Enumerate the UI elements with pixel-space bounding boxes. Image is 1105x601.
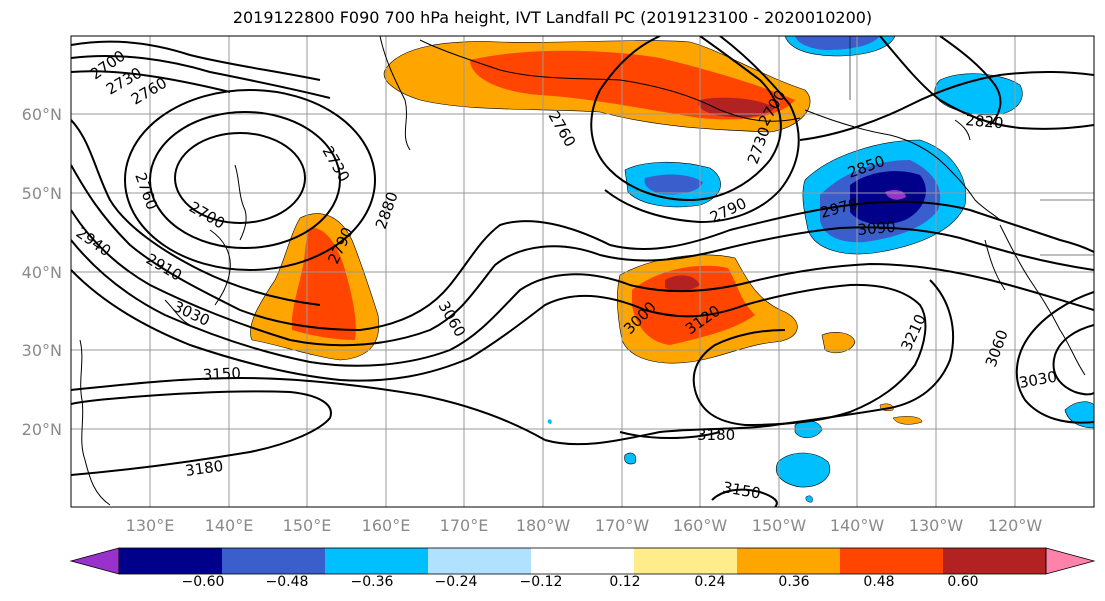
contour-label: 3180 xyxy=(697,426,735,444)
lon-label: 140°E xyxy=(205,516,254,535)
colorbar-tick-label: −0.48 xyxy=(266,574,309,590)
lat-label: 50°N xyxy=(22,184,62,203)
latitude-labels: 60°N 50°N 40°N 30°N 20°N xyxy=(22,105,62,439)
colorbar-cell xyxy=(634,548,738,574)
lat-label: 20°N xyxy=(22,420,62,439)
lat-label: 60°N xyxy=(22,105,62,124)
longitude-labels: 130°E 140°E 150°E 160°E 170°E 180°W 170°… xyxy=(126,516,1043,535)
colorbar-tick-labels: −0.60 −0.48 −0.36 −0.24 −0.12 0.12 0.24 … xyxy=(182,574,979,590)
lon-label: 170°E xyxy=(440,516,489,535)
colorbar-frame xyxy=(118,547,1047,575)
land-borders xyxy=(849,36,1094,256)
colorbar-cell xyxy=(531,548,635,574)
colorbar-extend-low xyxy=(69,547,120,575)
colorbar-cells xyxy=(69,547,1096,575)
colorbar-tick-label: 0.48 xyxy=(863,574,894,590)
contour-label: 3090 xyxy=(857,218,897,239)
lon-label: 130°E xyxy=(126,516,175,535)
map-area: 2700 2730 2760 2730 2760 2700 2940 2910 … xyxy=(71,36,1094,507)
colorbar-cell xyxy=(737,548,841,574)
colorbar-cell xyxy=(325,548,429,574)
colorbar-tick-label: 0.36 xyxy=(778,574,809,590)
lat-label: 40°N xyxy=(22,263,62,282)
colorbar-tick-label: 0.60 xyxy=(947,574,978,590)
lon-label: 150°W xyxy=(752,516,807,535)
lon-label: 130°W xyxy=(909,516,964,535)
colorbar-cell xyxy=(840,548,944,574)
lat-label: 30°N xyxy=(22,341,62,360)
colorbar: −0.60 −0.48 −0.36 −0.24 −0.12 0.12 0.24 … xyxy=(69,547,1096,590)
map-title: 2019122800 F090 700 hPa height, IVT Land… xyxy=(232,8,873,27)
lon-label: 140°W xyxy=(830,516,885,535)
lon-label: 150°E xyxy=(283,516,332,535)
colorbar-cell xyxy=(428,548,532,574)
colorbar-tick-label: −0.60 xyxy=(182,574,225,590)
contour-label: 2820 xyxy=(965,111,1005,132)
negative-ivt-shading xyxy=(547,36,1094,503)
contour-labels: 2700 2730 2760 2730 2760 2700 2940 2910 … xyxy=(73,47,1059,503)
height-contours xyxy=(71,36,1094,507)
colorbar-tick-label: 0.24 xyxy=(694,574,725,590)
colorbar-tick-label: −0.24 xyxy=(435,574,478,590)
contour-label: 3180 xyxy=(184,457,224,480)
map-frame xyxy=(70,35,1095,508)
colorbar-tick-label: 0.12 xyxy=(609,574,640,590)
colorbar-cell xyxy=(119,548,223,574)
lon-label: 170°W xyxy=(595,516,650,535)
colorbar-tick-label: −0.36 xyxy=(351,574,394,590)
graticule xyxy=(71,36,1094,507)
colorbar-tick-label: −0.12 xyxy=(520,574,563,590)
colorbar-cell xyxy=(943,548,1047,574)
colorbar-extend-high xyxy=(1045,547,1096,575)
contour-label: 3150 xyxy=(202,364,241,384)
colorbar-cell xyxy=(222,548,326,574)
lon-label: 160°E xyxy=(362,516,411,535)
positive-ivt-shading xyxy=(250,40,923,425)
lon-label: 120°W xyxy=(988,516,1043,535)
lon-label: 180°W xyxy=(516,516,571,535)
lon-label: 160°W xyxy=(673,516,728,535)
